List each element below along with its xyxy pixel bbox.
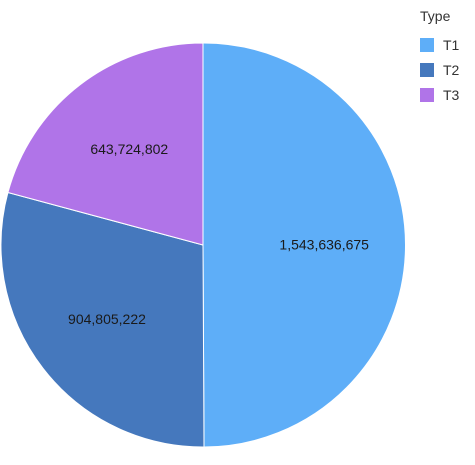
legend-swatch-t3 <box>420 87 434 102</box>
pie-slice-t3[interactable] <box>7 42 204 246</box>
legend-swatch-t1 <box>420 37 434 52</box>
slice-label-t3: 643,724,802 <box>90 141 168 157</box>
legend: Type T1 T2 T3 <box>420 8 459 107</box>
pie-slice-t2[interactable] <box>0 191 205 448</box>
legend-item-t1[interactable]: T1 <box>420 32 459 57</box>
legend-item-t3[interactable]: T3 <box>420 82 459 107</box>
slice-label-t1: 1,543,636,675 <box>279 237 369 253</box>
slice-label-t2: 904,805,222 <box>68 311 146 327</box>
pie-slice-t1[interactable] <box>202 42 406 448</box>
pie-slice-labels: 1,543,636,675 904,805,222 643,724,802 <box>68 141 369 327</box>
legend-label-t3: T3 <box>443 86 460 103</box>
legend-swatch-t2 <box>420 62 434 77</box>
legend-item-t2[interactable]: T2 <box>420 57 459 82</box>
legend-label-t2: T2 <box>443 61 460 78</box>
pie-slices <box>0 42 406 448</box>
legend-label-t1: T1 <box>443 36 460 53</box>
legend-title: Type <box>420 8 451 24</box>
